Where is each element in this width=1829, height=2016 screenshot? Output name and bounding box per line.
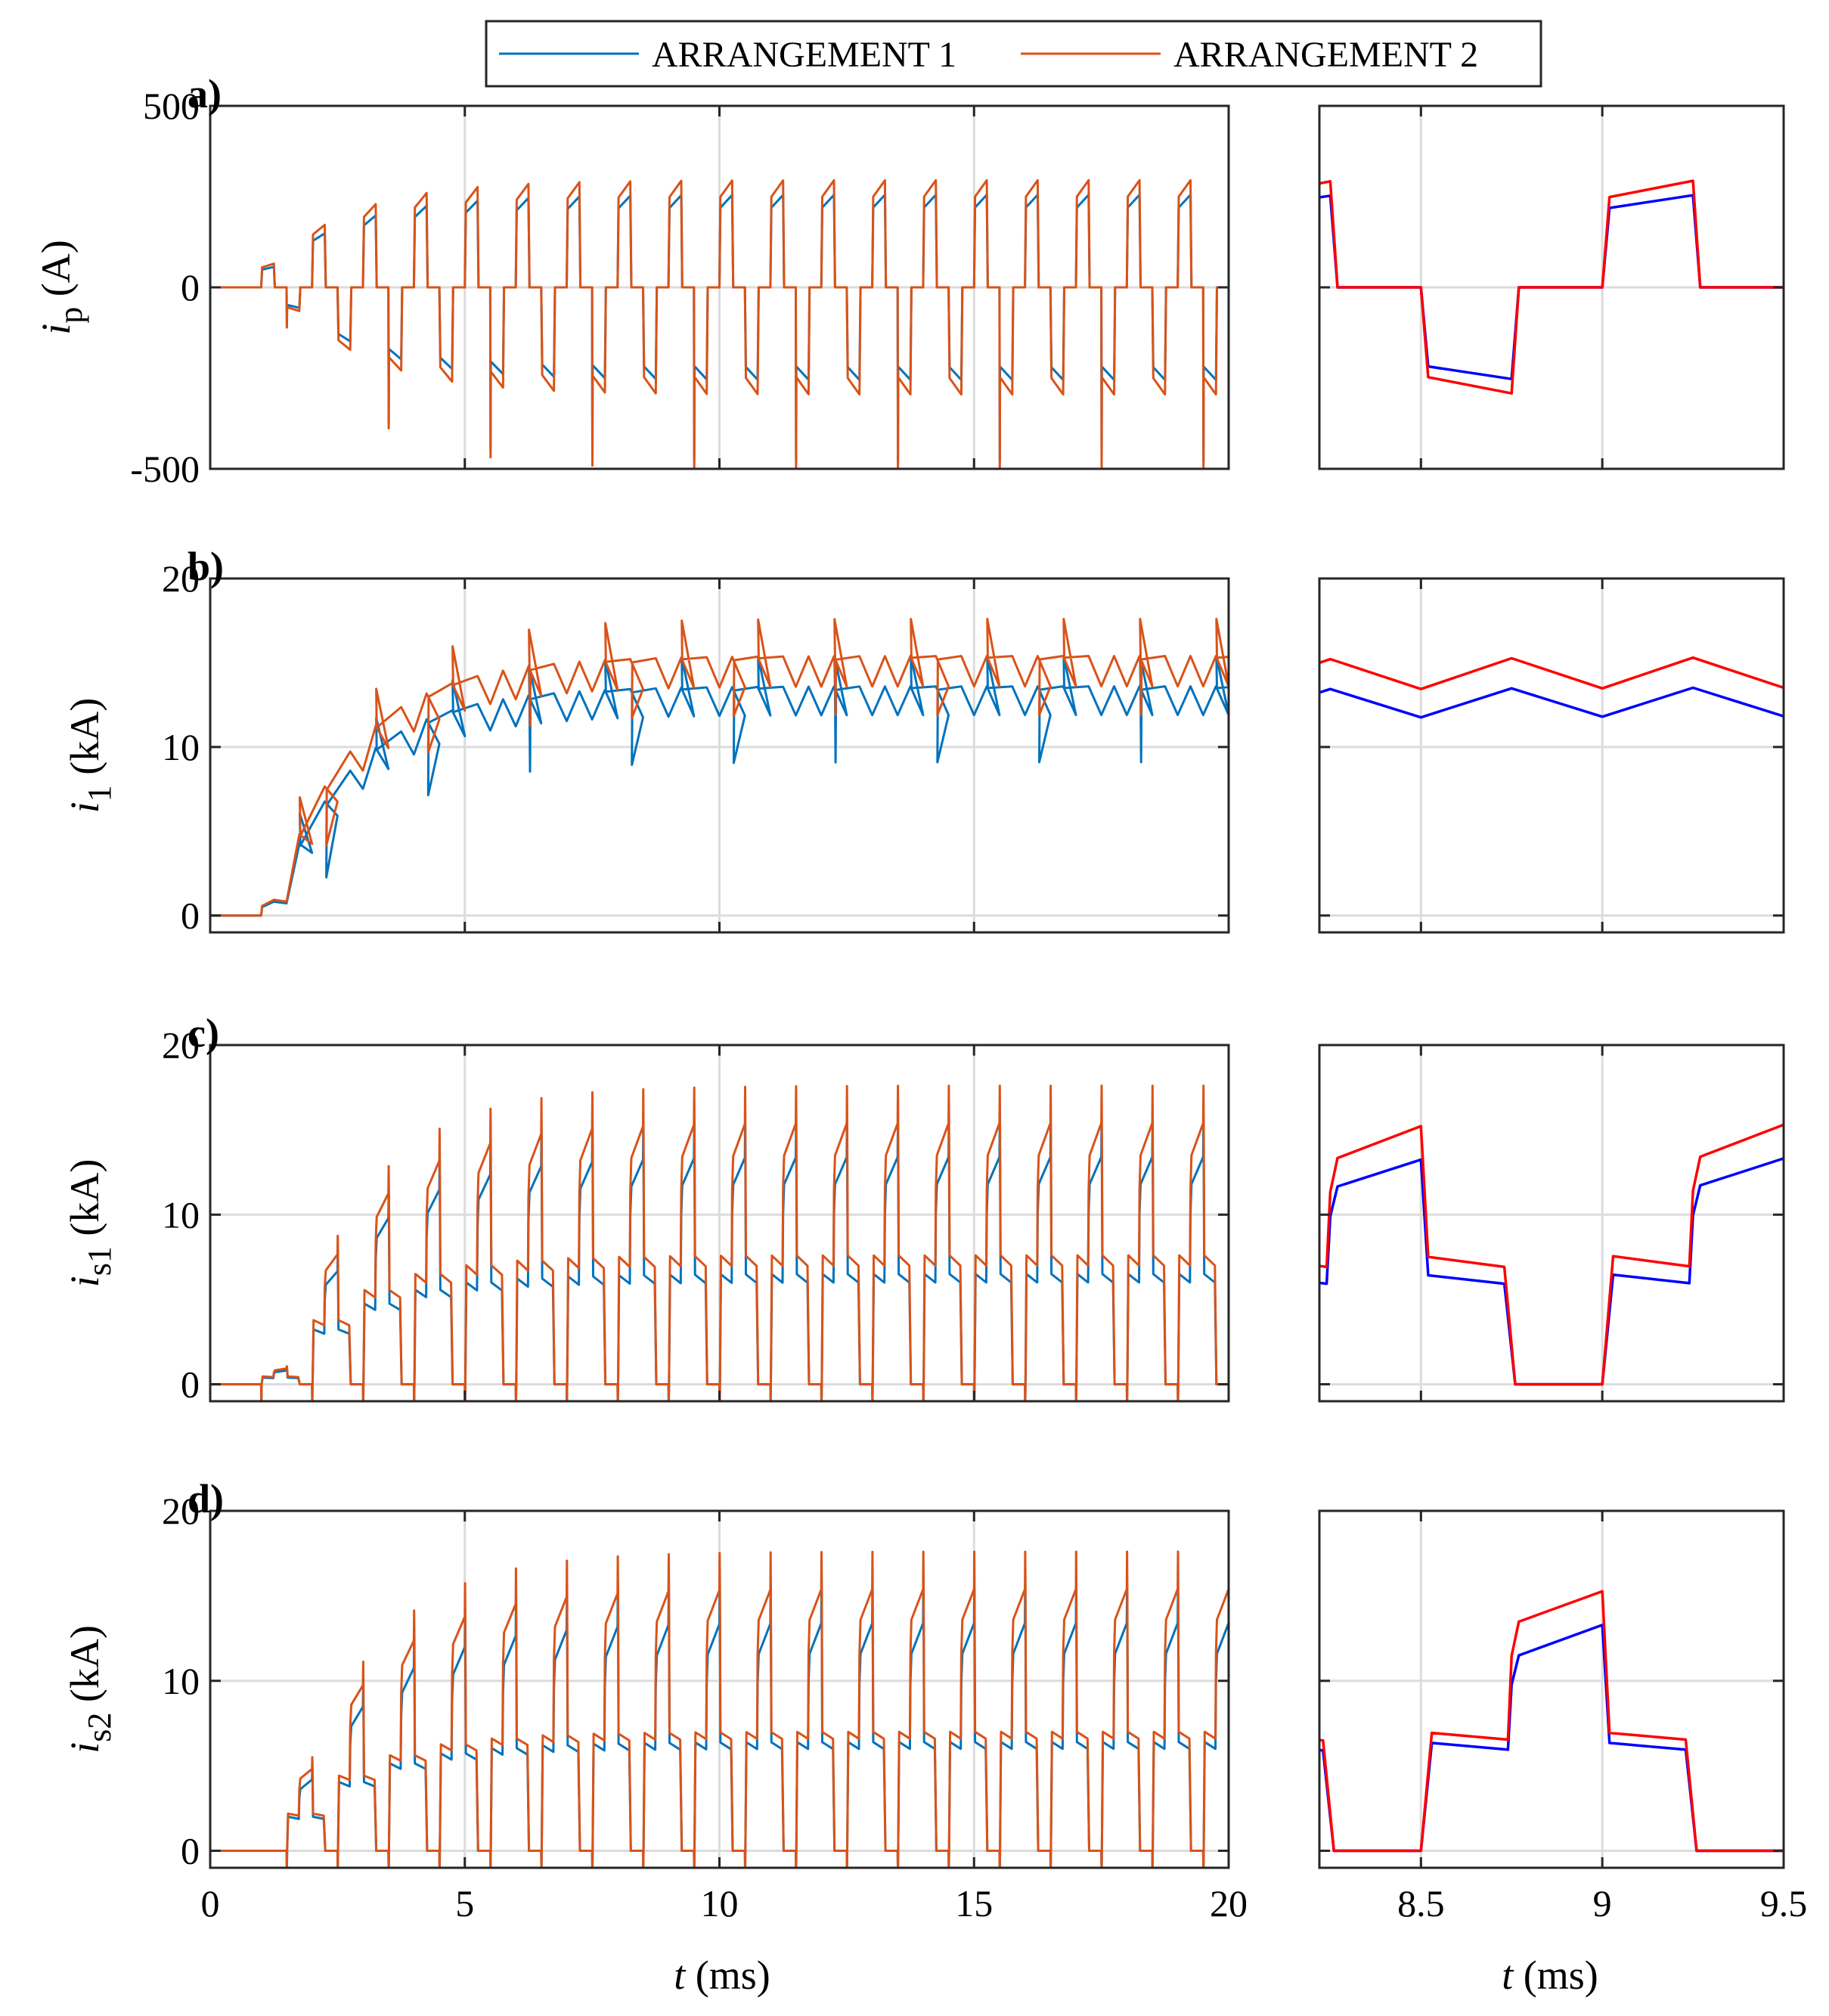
series-group [1319,1123,1784,1386]
x-tick-label: 9.5 [1760,1882,1808,1925]
axes-zoom [1318,104,1785,470]
axes-frame [1318,1509,1785,1869]
series-line-arrangement-1 [210,655,1229,917]
x-tick-label: 20 [1210,1882,1248,1925]
series-line-arrangement-2 [210,1550,1229,1868]
series-line-arrangement-2 [1319,1123,1784,1386]
panel-label: a) [188,71,222,116]
series-group [210,1550,1229,1868]
x-tick-label: 5 [455,1882,474,1925]
series-group [1319,656,1784,917]
axes-frame [1318,1044,1785,1403]
series-line-arrangement-2 [210,618,1229,917]
axes-zoom [1318,1044,1785,1403]
y-axis-label: i1 (kA) [62,698,118,813]
y-axis-label: is1 (kA) [62,1159,118,1288]
y-tick-label: 0 [181,1363,200,1406]
series-line-arrangement-2 [1319,1590,1784,1853]
x-tick-label: 8.5 [1397,1882,1445,1925]
axes-main: 0 10 20 [162,1024,1230,1406]
x-tick-label: 9 [1593,1882,1612,1925]
y-tick-label: 20 [162,1024,200,1066]
legend-label-arr2: ARRANGEMENT 2 [1173,35,1478,75]
y-tick-label: 500 [143,85,200,127]
y-tick-label: 20 [162,557,200,600]
y-tick-label: -500 [130,448,200,490]
y-axis-label: ip (A) [33,240,89,334]
panel-c: 0 10 20c) is1 (kA) [62,1010,1785,1406]
y-tick-label: 10 [162,726,200,768]
series-line-arrangement-2 [1319,179,1784,395]
axes-frame [1318,577,1785,934]
series-line-arrangement-2 [210,1084,1229,1401]
x-tick-label: 0 [201,1882,220,1925]
x-axis-label-zoom: t (ms) [1502,1952,1598,1998]
y-tick-label: 20 [162,1490,200,1532]
series-line-arrangement-2 [210,178,1229,469]
y-tick-label: 0 [181,266,200,309]
panel-label: c) [188,1010,219,1056]
series-line-arrangement-1 [1319,1624,1784,1853]
legend-label-arr1: ARRANGEMENT 1 [652,35,956,75]
plot-background [1319,1045,1784,1401]
legend-box [485,20,1542,88]
axes-zoom [1318,577,1785,934]
series-group [210,178,1229,469]
series-line-arrangement-2 [1319,656,1784,917]
axes-main: 0 10 20 [162,557,1230,937]
series-line-arrangement-1 [1319,1157,1784,1386]
series-line-arrangement-1 [1319,686,1784,917]
y-tick-label: 0 [181,895,200,937]
panel-b: 0 10 20b) i1 (kA) [62,544,1785,937]
y-axis-label: is2 (kA) [62,1625,118,1754]
x-tick-label: 10 [701,1882,739,1925]
series-group [1319,1590,1784,1853]
axes-main: -500 0 500 [130,85,1230,490]
axes-zoom: 8.5 9 9.5 [1318,1509,1808,1925]
panel-d: 0 10 20 0 5 10 15 20 8.5 9 9.5 d) is2 (kA) [62,1476,1808,1925]
series-group [210,618,1229,917]
series-group [210,1084,1229,1401]
x-axis-label-main: t (ms) [674,1952,770,1998]
plot-background [1319,578,1784,932]
plot-background [1319,1511,1784,1868]
panel-label: d) [188,1476,224,1521]
series-group [1319,179,1784,395]
legend: ARRANGEMENT 1 ARRANGEMENT 2 [485,20,1542,88]
axes-main: 0 10 20 0 5 10 15 20 [162,1490,1248,1925]
y-tick-label: 0 [181,1830,200,1872]
y-tick-label: 10 [162,1193,200,1236]
panel-label: b) [188,544,224,589]
x-tick-label: 15 [955,1882,993,1925]
y-tick-label: 10 [162,1660,200,1702]
